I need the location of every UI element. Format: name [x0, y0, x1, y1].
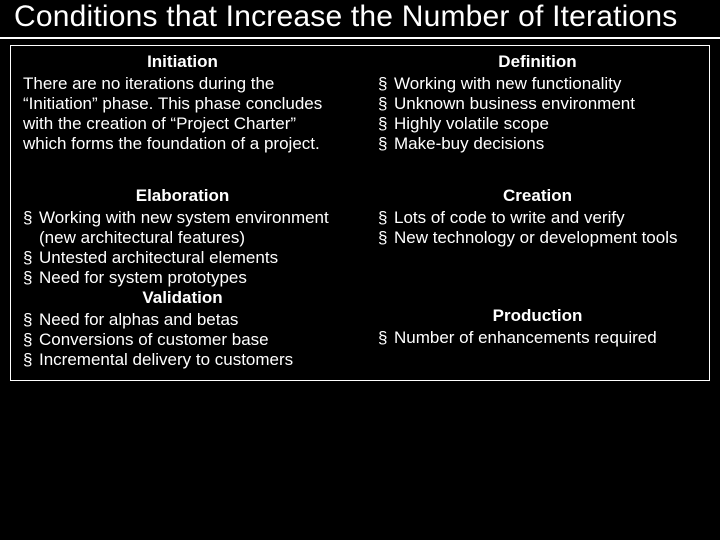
list-item: Unknown business environment — [378, 94, 697, 114]
list-creation: Lots of code to write and verify New tec… — [378, 208, 697, 248]
cell-definition: Definition Working with new functionalit… — [360, 46, 709, 164]
heading-definition: Definition — [378, 52, 697, 72]
list-production: Number of enhancements required — [378, 328, 697, 348]
heading-validation: Validation — [23, 288, 342, 308]
list-item: Need for system prototypes — [23, 268, 342, 288]
list-item: New technology or development tools — [378, 228, 697, 248]
list-item: Need for alphas and betas — [23, 310, 342, 330]
slide-title: Conditions that Increase the Number of I… — [0, 0, 720, 39]
list-item: Conversions of customer base — [23, 330, 342, 350]
list-item: Highly volatile scope — [378, 114, 697, 134]
cell-creation: Creation Lots of code to write and verif… — [360, 186, 709, 380]
cell-initiation: Initiation There are no iterations durin… — [11, 46, 360, 164]
heading-production: Production — [378, 306, 697, 326]
list-validation: Need for alphas and betas Conversions of… — [23, 310, 342, 370]
heading-initiation: Initiation — [23, 52, 342, 72]
spacer — [11, 164, 360, 186]
list-item: Working with new system environment (new… — [23, 208, 342, 248]
list-item: Number of enhancements required — [378, 328, 697, 348]
heading-elaboration: Elaboration — [23, 186, 342, 206]
list-item: Untested architectural elements — [23, 248, 342, 268]
spacer — [360, 164, 709, 186]
list-item: Incremental delivery to customers — [23, 350, 342, 370]
list-item: Working with new functionality — [378, 74, 697, 94]
list-definition: Working with new functionality Unknown b… — [378, 74, 697, 154]
content-grid: Initiation There are no iterations durin… — [10, 45, 710, 382]
heading-creation: Creation — [378, 186, 697, 206]
text-initiation: There are no iterations during the “Init… — [23, 74, 342, 154]
cell-elaboration: Elaboration Working with new system envi… — [11, 186, 360, 380]
list-elaboration: Working with new system environment (new… — [23, 208, 342, 288]
list-item: Make-buy decisions — [378, 134, 697, 154]
list-item: Lots of code to write and verify — [378, 208, 697, 228]
spacer — [378, 248, 697, 306]
